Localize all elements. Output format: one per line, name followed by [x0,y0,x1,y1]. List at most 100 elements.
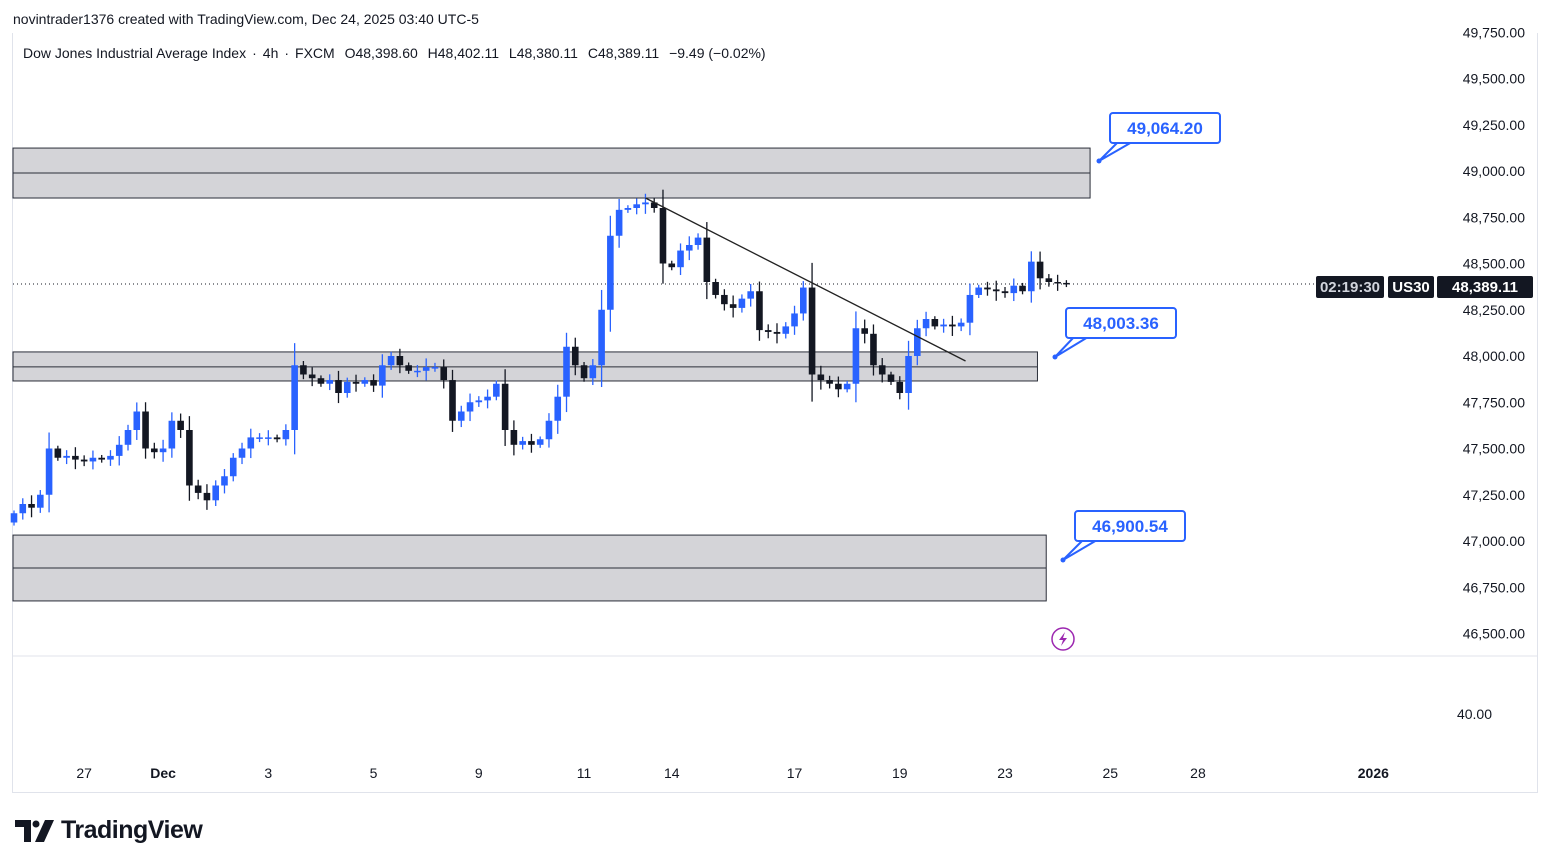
candle [905,340,912,410]
candle-body [878,365,886,375]
candle-body [475,400,483,403]
candle [115,436,123,466]
candle-body [335,380,342,393]
candle [124,424,132,451]
candle-body [940,324,947,327]
time-tick: 19 [892,765,908,781]
candle-body [440,367,448,381]
candle-body [589,365,597,379]
price-tick: 48,500.00 [1463,256,1525,272]
candle [589,359,597,386]
candle-body [273,437,281,440]
candle [466,393,474,422]
candle [808,262,816,402]
candle-body [966,294,974,323]
candle [992,280,1000,301]
candle [685,236,693,261]
candle-body [1036,261,1044,279]
legend-interval[interactable]: 4h [262,45,279,61]
candle [308,367,316,387]
candle [1028,251,1035,303]
candle [19,498,27,520]
candle-body [800,287,807,314]
candle [440,359,448,389]
candle [940,318,947,333]
legend-change: −9.49 (−0.02%) [669,45,766,61]
candle [510,420,518,456]
tradingview-logo-icon [15,819,54,842]
candle-body [729,304,737,308]
candle-body [633,204,640,208]
candle [396,348,404,374]
candle-body [238,448,246,458]
time-axis: 27 Dec 3 5 9 11 14 17 19 23 25 28 2026 [76,765,1389,781]
candle [852,311,860,403]
candle [1063,280,1070,288]
candle [580,362,588,382]
candle [177,413,184,438]
tradingview-logo[interactable]: TradingView [15,816,203,845]
candle [949,315,956,336]
candle-body [545,420,553,440]
candle [203,484,211,510]
candle [168,412,176,458]
price-tag-price: 48,389.11 [1452,279,1518,296]
candle-body [449,380,456,421]
candle [273,434,281,443]
candle-body [414,370,421,373]
candle [379,354,386,398]
candle [607,215,614,332]
candle [256,433,263,443]
candle [142,402,149,459]
callout-value: 49,064.20 [1127,119,1203,138]
candle-body [10,513,18,523]
candle-body [931,319,939,327]
candle-body [308,374,316,379]
price-tick: 48,250.00 [1463,302,1525,318]
candle [545,413,553,448]
candle-body [642,202,649,205]
price-tick: 46,500.00 [1463,626,1525,642]
candle [72,447,79,470]
candle-body [291,365,298,430]
candle [563,332,570,413]
candle-body [422,367,430,371]
candle-body [203,492,211,501]
price-callout[interactable]: 48,003.36 [1052,307,1177,360]
candle [89,450,97,470]
price-tick: 47,000.00 [1463,533,1525,549]
lightning-icon[interactable] [1051,627,1075,651]
candle-body [28,504,35,508]
candle-body [45,448,53,495]
price-callout[interactable]: 49,064.20 [1096,112,1221,164]
candle-body [212,485,220,501]
candle-body [142,411,149,449]
chart-frame [12,33,1538,793]
candle [861,319,868,344]
candle-body [317,378,325,384]
candle-body [580,365,588,379]
candle [431,362,439,372]
candle-body [685,245,693,251]
candle [28,495,35,518]
candle [422,358,430,381]
candle [571,337,579,376]
price-callout[interactable]: 46,900.54 [1060,510,1186,563]
candle-body [256,437,263,439]
candle [782,322,790,339]
candle-body [326,380,334,384]
candle-body [563,346,570,397]
candle-body [1028,261,1035,292]
callout-value: 48,003.36 [1083,314,1159,333]
candles-layer [10,189,1070,526]
candle [966,283,974,336]
candle [361,377,369,387]
candle [773,323,781,344]
candle-body [343,381,351,393]
candle-body [896,381,904,393]
candle [1019,282,1026,295]
candle [247,428,255,459]
candle-body [221,476,228,486]
candle [352,374,360,392]
